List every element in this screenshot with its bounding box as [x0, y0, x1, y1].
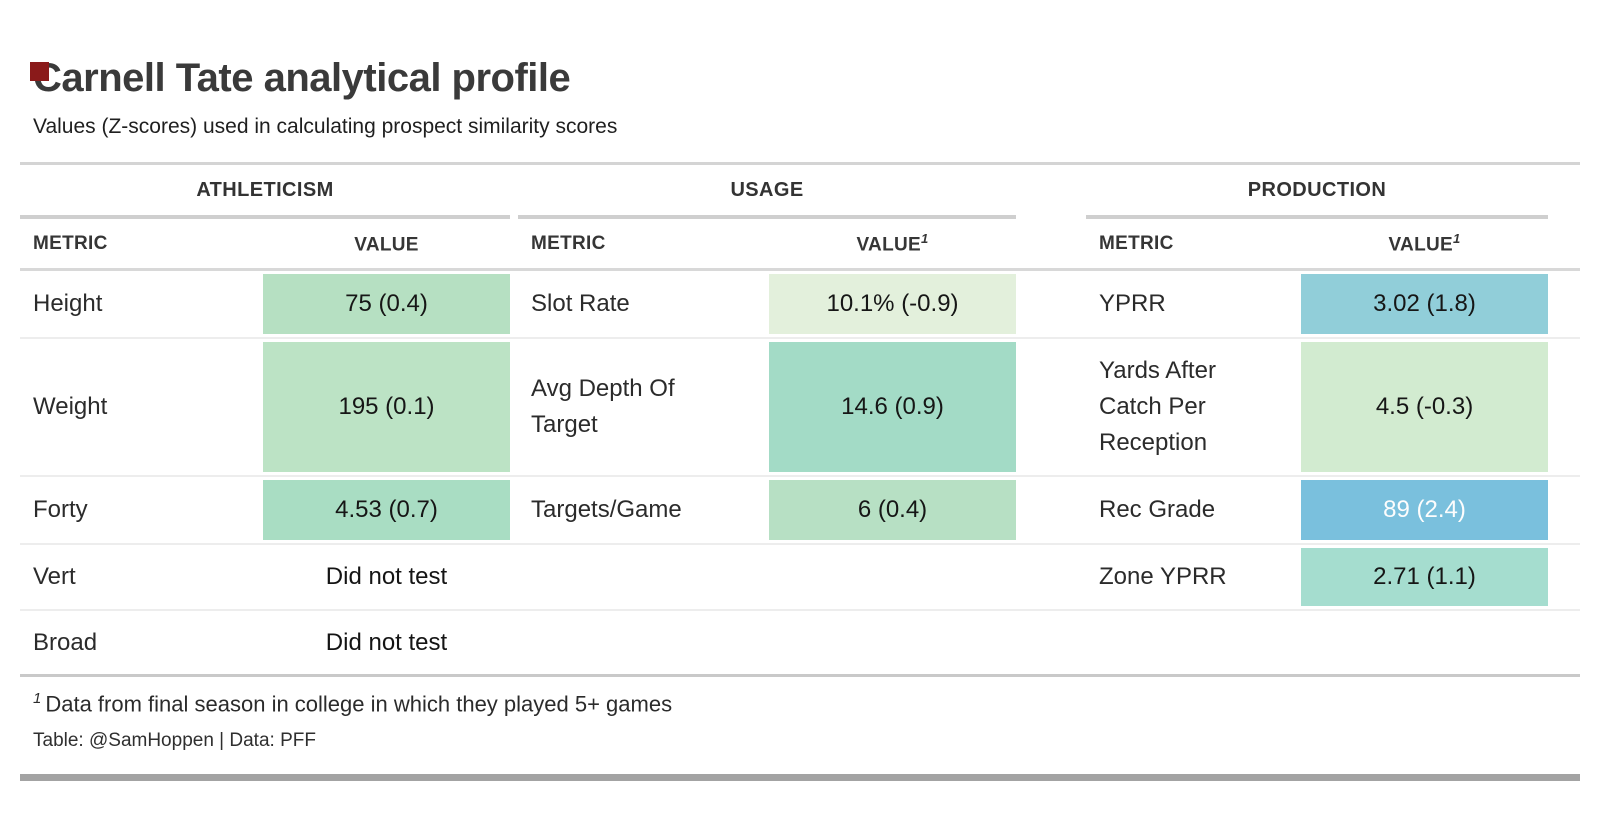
metric-label	[1086, 611, 1301, 674]
metric-label: Avg Depth Of Target	[531, 375, 675, 438]
table-row: Broad Did not test	[20, 609, 1580, 674]
credit-line: Table: @SamHoppen | Data: PFF	[33, 730, 316, 752]
value-cell: 3.02 (1.8)	[1301, 274, 1548, 334]
metric-label: Vert	[33, 563, 76, 590]
value-cell: 195 (0.1)	[263, 342, 510, 472]
value-cell: 10.1% (-0.9)	[769, 274, 1016, 334]
footnote-marker: 1	[33, 690, 42, 707]
page-title: Carnell Tate analytical profile	[33, 56, 571, 100]
value-cell	[769, 548, 1016, 606]
footnote-divider	[20, 674, 1580, 677]
metric-label: Rec Grade	[1099, 496, 1216, 523]
value-cell: Did not test	[325, 628, 448, 656]
table-row: Forty 4.53 (0.7) Targets/Game 6 (0.4) Re…	[20, 475, 1580, 543]
footnote: 1 Data from final season in college in wh…	[20, 677, 1580, 717]
group-header-row: ATHLETICISM USAGE PRODUCTION	[20, 165, 1580, 215]
table-row: Height 75 (0.4) Slot Rate 10.1% (-0.9) Y…	[20, 271, 1580, 337]
page-subtitle: Values (Z-scores) used in calculating pr…	[33, 115, 618, 138]
value-cell: 89 (2.4)	[1301, 480, 1548, 540]
col-header-metric: METRIC	[33, 232, 108, 254]
col-header-value-label: VALUE	[1388, 234, 1453, 256]
value-cell	[1301, 614, 1548, 671]
value-cell: 14.6 (0.9)	[769, 342, 1016, 472]
col-header-metric: METRIC	[1099, 232, 1174, 254]
group-underline-row	[20, 215, 1580, 219]
group-underline	[20, 215, 510, 219]
col-header-value: VALUE1	[1301, 231, 1548, 256]
col-header-value-label: VALUE	[856, 234, 921, 256]
value-cell: 6 (0.4)	[769, 480, 1016, 540]
metric-label: Forty	[33, 496, 88, 523]
value-cell: 4.53 (0.7)	[263, 480, 510, 540]
group-header-usage: USAGE	[730, 178, 804, 201]
profile-table: ATHLETICISM USAGE PRODUCTION METRIC VALU…	[20, 162, 1580, 752]
metric-label	[518, 545, 769, 609]
col-header-metric: METRIC	[531, 232, 606, 254]
group-header-production: PRODUCTION	[1247, 178, 1387, 201]
group-header-athleticism: ATHLETICISM	[196, 178, 334, 201]
table-row: Weight 195 (0.1) Avg Depth Of Target 14.…	[20, 337, 1580, 475]
metric-label: Zone YPRR	[1099, 563, 1227, 590]
metric-label: Slot Rate	[531, 290, 630, 317]
metric-label: Yards After Catch Per Reception	[1099, 357, 1216, 456]
value-cell: 75 (0.4)	[263, 274, 510, 334]
metric-label: Broad	[33, 628, 98, 656]
value-cell: 2.71 (1.1)	[1301, 548, 1548, 606]
bottom-bar	[20, 774, 1580, 782]
value-cell	[769, 614, 1016, 671]
table-row: Vert Did not test Zone YPRR 2.71 (1.1)	[20, 543, 1580, 609]
metric-label	[518, 611, 769, 674]
footnote-text: Data from final season in college in whi…	[45, 691, 673, 717]
value-cell: Did not test	[325, 563, 448, 590]
col-header-value-label: VALUE	[354, 234, 419, 256]
metric-label: Weight	[33, 393, 108, 420]
metric-label: Targets/Game	[531, 496, 682, 523]
group-underline	[1086, 215, 1548, 219]
value-footnote-marker: 1	[1452, 230, 1461, 246]
col-header-value: VALUE1	[769, 231, 1016, 256]
column-header-row: METRIC VALUE METRIC VALUE1 METRIC VALUE1	[20, 219, 1580, 271]
metric-label: YPRR	[1099, 290, 1166, 317]
group-underline	[518, 215, 1016, 219]
metric-label: Height	[33, 290, 103, 317]
value-cell: 4.5 (-0.3)	[1301, 342, 1548, 472]
value-footnote-marker: 1	[920, 230, 929, 246]
col-header-value: VALUE	[263, 231, 510, 256]
team-color-chip	[30, 62, 49, 81]
